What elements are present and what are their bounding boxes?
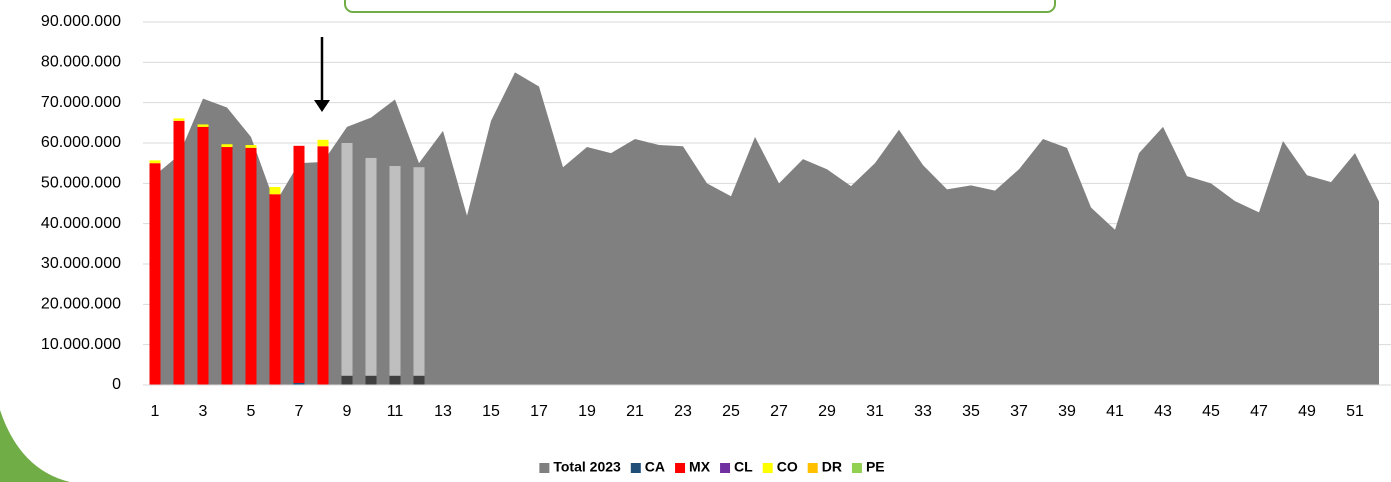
x-tick-label: 35 xyxy=(962,403,980,420)
bar-segment xyxy=(389,165,401,376)
y-tick-label: 20.000.000 xyxy=(41,296,121,313)
legend-swatch xyxy=(851,463,862,473)
legend: Total 2023 CA MX CL CO DR PE xyxy=(539,459,885,475)
legend-label: CA xyxy=(645,459,665,475)
x-tick-label: 1 xyxy=(151,403,160,420)
legend-label: Total 2023 xyxy=(553,459,621,475)
bar-segment xyxy=(245,145,257,148)
bar-segment xyxy=(149,160,161,164)
bar-segment xyxy=(149,163,161,385)
bar-segment xyxy=(221,147,233,385)
x-tick-label: 33 xyxy=(914,403,932,420)
bar-segment xyxy=(389,375,401,385)
bar-segment xyxy=(317,146,329,385)
y-tick-label: 10.000.000 xyxy=(41,336,121,353)
legend-label: CL xyxy=(734,459,753,475)
x-tick-label: 17 xyxy=(530,403,548,420)
legend-label: DR xyxy=(822,459,842,475)
x-tick-label: 23 xyxy=(674,403,692,420)
bar-segment xyxy=(173,118,185,121)
x-tick-label: 15 xyxy=(482,403,500,420)
y-tick-label: 60.000.000 xyxy=(41,134,121,151)
bar-segment xyxy=(293,145,305,383)
corner-decoration xyxy=(0,410,70,482)
y-tick-label: 30.000.000 xyxy=(41,255,121,272)
x-tick-label: 21 xyxy=(626,403,644,420)
x-tick-label: 5 xyxy=(247,403,256,420)
x-tick-label: 37 xyxy=(1010,403,1028,420)
bar-segment xyxy=(173,120,185,386)
x-tick-label: 31 xyxy=(866,403,884,420)
x-tick-label: 51 xyxy=(1346,403,1364,420)
x-tick-label: 9 xyxy=(343,403,352,420)
header-box xyxy=(344,0,1056,13)
x-tick-label: 7 xyxy=(295,403,304,420)
legend-swatch xyxy=(630,463,641,473)
bar-segment xyxy=(197,126,209,385)
area xyxy=(155,72,1379,386)
legend-swatch xyxy=(807,463,818,473)
x-tick-label: 45 xyxy=(1202,403,1220,420)
bar-segment xyxy=(269,194,281,385)
bar-segment xyxy=(221,144,233,148)
legend-swatch xyxy=(539,463,550,473)
bar-segment xyxy=(197,124,209,127)
x-tick-label: 25 xyxy=(722,403,740,420)
x-tick-label: 43 xyxy=(1154,403,1172,420)
x-tick-label: 11 xyxy=(387,403,404,420)
arrow-head xyxy=(314,100,330,112)
y-tick-label: 40.000.000 xyxy=(41,215,121,232)
plot-area: 0 10.000.000 20.000.000 30.000.000 40.000.00… xyxy=(41,13,1391,420)
legend-swatch xyxy=(720,463,731,473)
x-tick-label: 49 xyxy=(1298,403,1316,420)
legend-swatch xyxy=(675,463,686,473)
y-tick-label: 0 xyxy=(112,376,121,393)
bar-segment xyxy=(341,375,353,385)
y-tick-label: 90.000.000 xyxy=(41,13,121,30)
legend-label: CO xyxy=(777,459,798,475)
bar-segment xyxy=(245,147,257,385)
y-tick-label: 80.000.000 xyxy=(41,54,121,71)
bar-segment xyxy=(365,157,377,376)
x-tick-label: 47 xyxy=(1250,403,1268,420)
x-tick-label: 39 xyxy=(1058,403,1076,420)
y-tick-label: 50.000.000 xyxy=(41,175,121,192)
x-tick-label: 27 xyxy=(770,403,788,420)
bar-segment xyxy=(317,139,329,147)
x-tick-label: 13 xyxy=(434,403,452,420)
x-tick-label: 29 xyxy=(818,403,836,420)
legend-label: PE xyxy=(866,459,885,475)
y-tick-label: 70.000.000 xyxy=(41,94,121,111)
bar-segment xyxy=(341,143,353,376)
x-tick-label: 3 xyxy=(199,403,208,420)
bar-segment xyxy=(269,186,281,195)
bar-segment xyxy=(413,167,425,376)
bar-segment xyxy=(365,375,377,385)
bar-segment xyxy=(413,375,425,385)
bar-segment xyxy=(293,382,305,385)
legend-label: MX xyxy=(689,459,711,475)
x-tick-label: 19 xyxy=(578,403,596,420)
x-tick-label: 41 xyxy=(1106,403,1124,420)
legend-swatch xyxy=(762,463,773,473)
